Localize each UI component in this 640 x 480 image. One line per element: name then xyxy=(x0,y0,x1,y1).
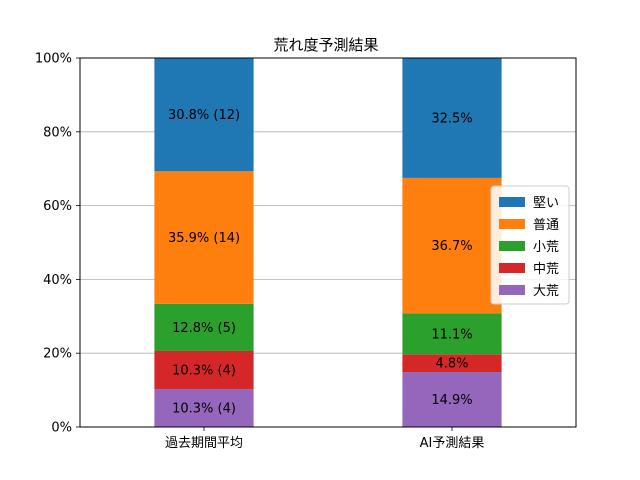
bar-segment xyxy=(154,171,254,304)
y-axis: 0% 20% 40% 60% 80% 100% xyxy=(35,52,80,436)
x-axis: 過去期間平均 AI予測結果 xyxy=(165,427,484,451)
bar-segment xyxy=(402,177,502,314)
segment-value-label: 30.8% (12) xyxy=(168,108,240,123)
bar-segment xyxy=(402,313,502,355)
legend-entry: 堅い xyxy=(533,196,559,211)
bar-group: 14.9% 4.8% 11.1% 36.7% 32.5% xyxy=(402,58,502,427)
legend-swatch xyxy=(499,285,525,295)
bar-segment xyxy=(402,372,502,427)
y-tick-label: 0% xyxy=(51,421,72,436)
segment-value-label: 14.9% xyxy=(431,393,472,408)
legend-swatch xyxy=(499,219,525,229)
bar-segment xyxy=(154,350,254,389)
y-tick-label: 40% xyxy=(43,273,72,288)
segment-value-label: 12.8% (5) xyxy=(172,321,236,336)
segment-value-label: 4.8% xyxy=(435,357,468,372)
bar-segment xyxy=(402,58,502,178)
legend-swatch xyxy=(499,197,525,207)
legend-swatch xyxy=(499,241,525,251)
segment-value-label: 32.5% xyxy=(431,111,472,126)
bars: 10.3% (4) 10.3% (4) 12.8% (5) 35.9% (14) 30.… xyxy=(154,57,502,427)
y-tick-label: 60% xyxy=(43,199,72,214)
bar-group: 10.3% (4) 10.3% (4) 12.8% (5) 35.9% (14) 30.… xyxy=(154,57,254,427)
legend-swatch xyxy=(499,263,525,273)
bar-segment xyxy=(154,303,254,351)
legend-entry: 小荒 xyxy=(533,240,559,255)
chart-title: 荒れ度予測結果 xyxy=(273,36,378,54)
y-tick-label: 100% xyxy=(35,52,72,67)
legend-entry: 大荒 xyxy=(533,284,559,299)
legend-box xyxy=(490,185,570,305)
segment-value-label: 11.1% xyxy=(431,327,472,342)
segment-value-label: 35.9% (14) xyxy=(168,231,240,246)
plot-border xyxy=(79,57,577,428)
segment-value-label: 36.7% xyxy=(431,239,472,254)
legend-entry: 中荒 xyxy=(533,262,559,277)
x-tick-label: 過去期間平均 xyxy=(165,436,243,451)
segment-value-label: 10.3% (4) xyxy=(172,401,236,416)
bar-segment xyxy=(154,388,254,427)
y-tick-label: 80% xyxy=(43,125,72,140)
plot-frame xyxy=(79,57,577,428)
segment-value-label: 10.3% (4) xyxy=(172,363,236,378)
legend-entry: 普通 xyxy=(533,218,559,233)
bar-segment xyxy=(154,57,254,172)
bar-segment xyxy=(402,354,502,373)
x-tick-label: AI予測結果 xyxy=(420,436,485,451)
y-tick-label: 20% xyxy=(43,347,72,362)
